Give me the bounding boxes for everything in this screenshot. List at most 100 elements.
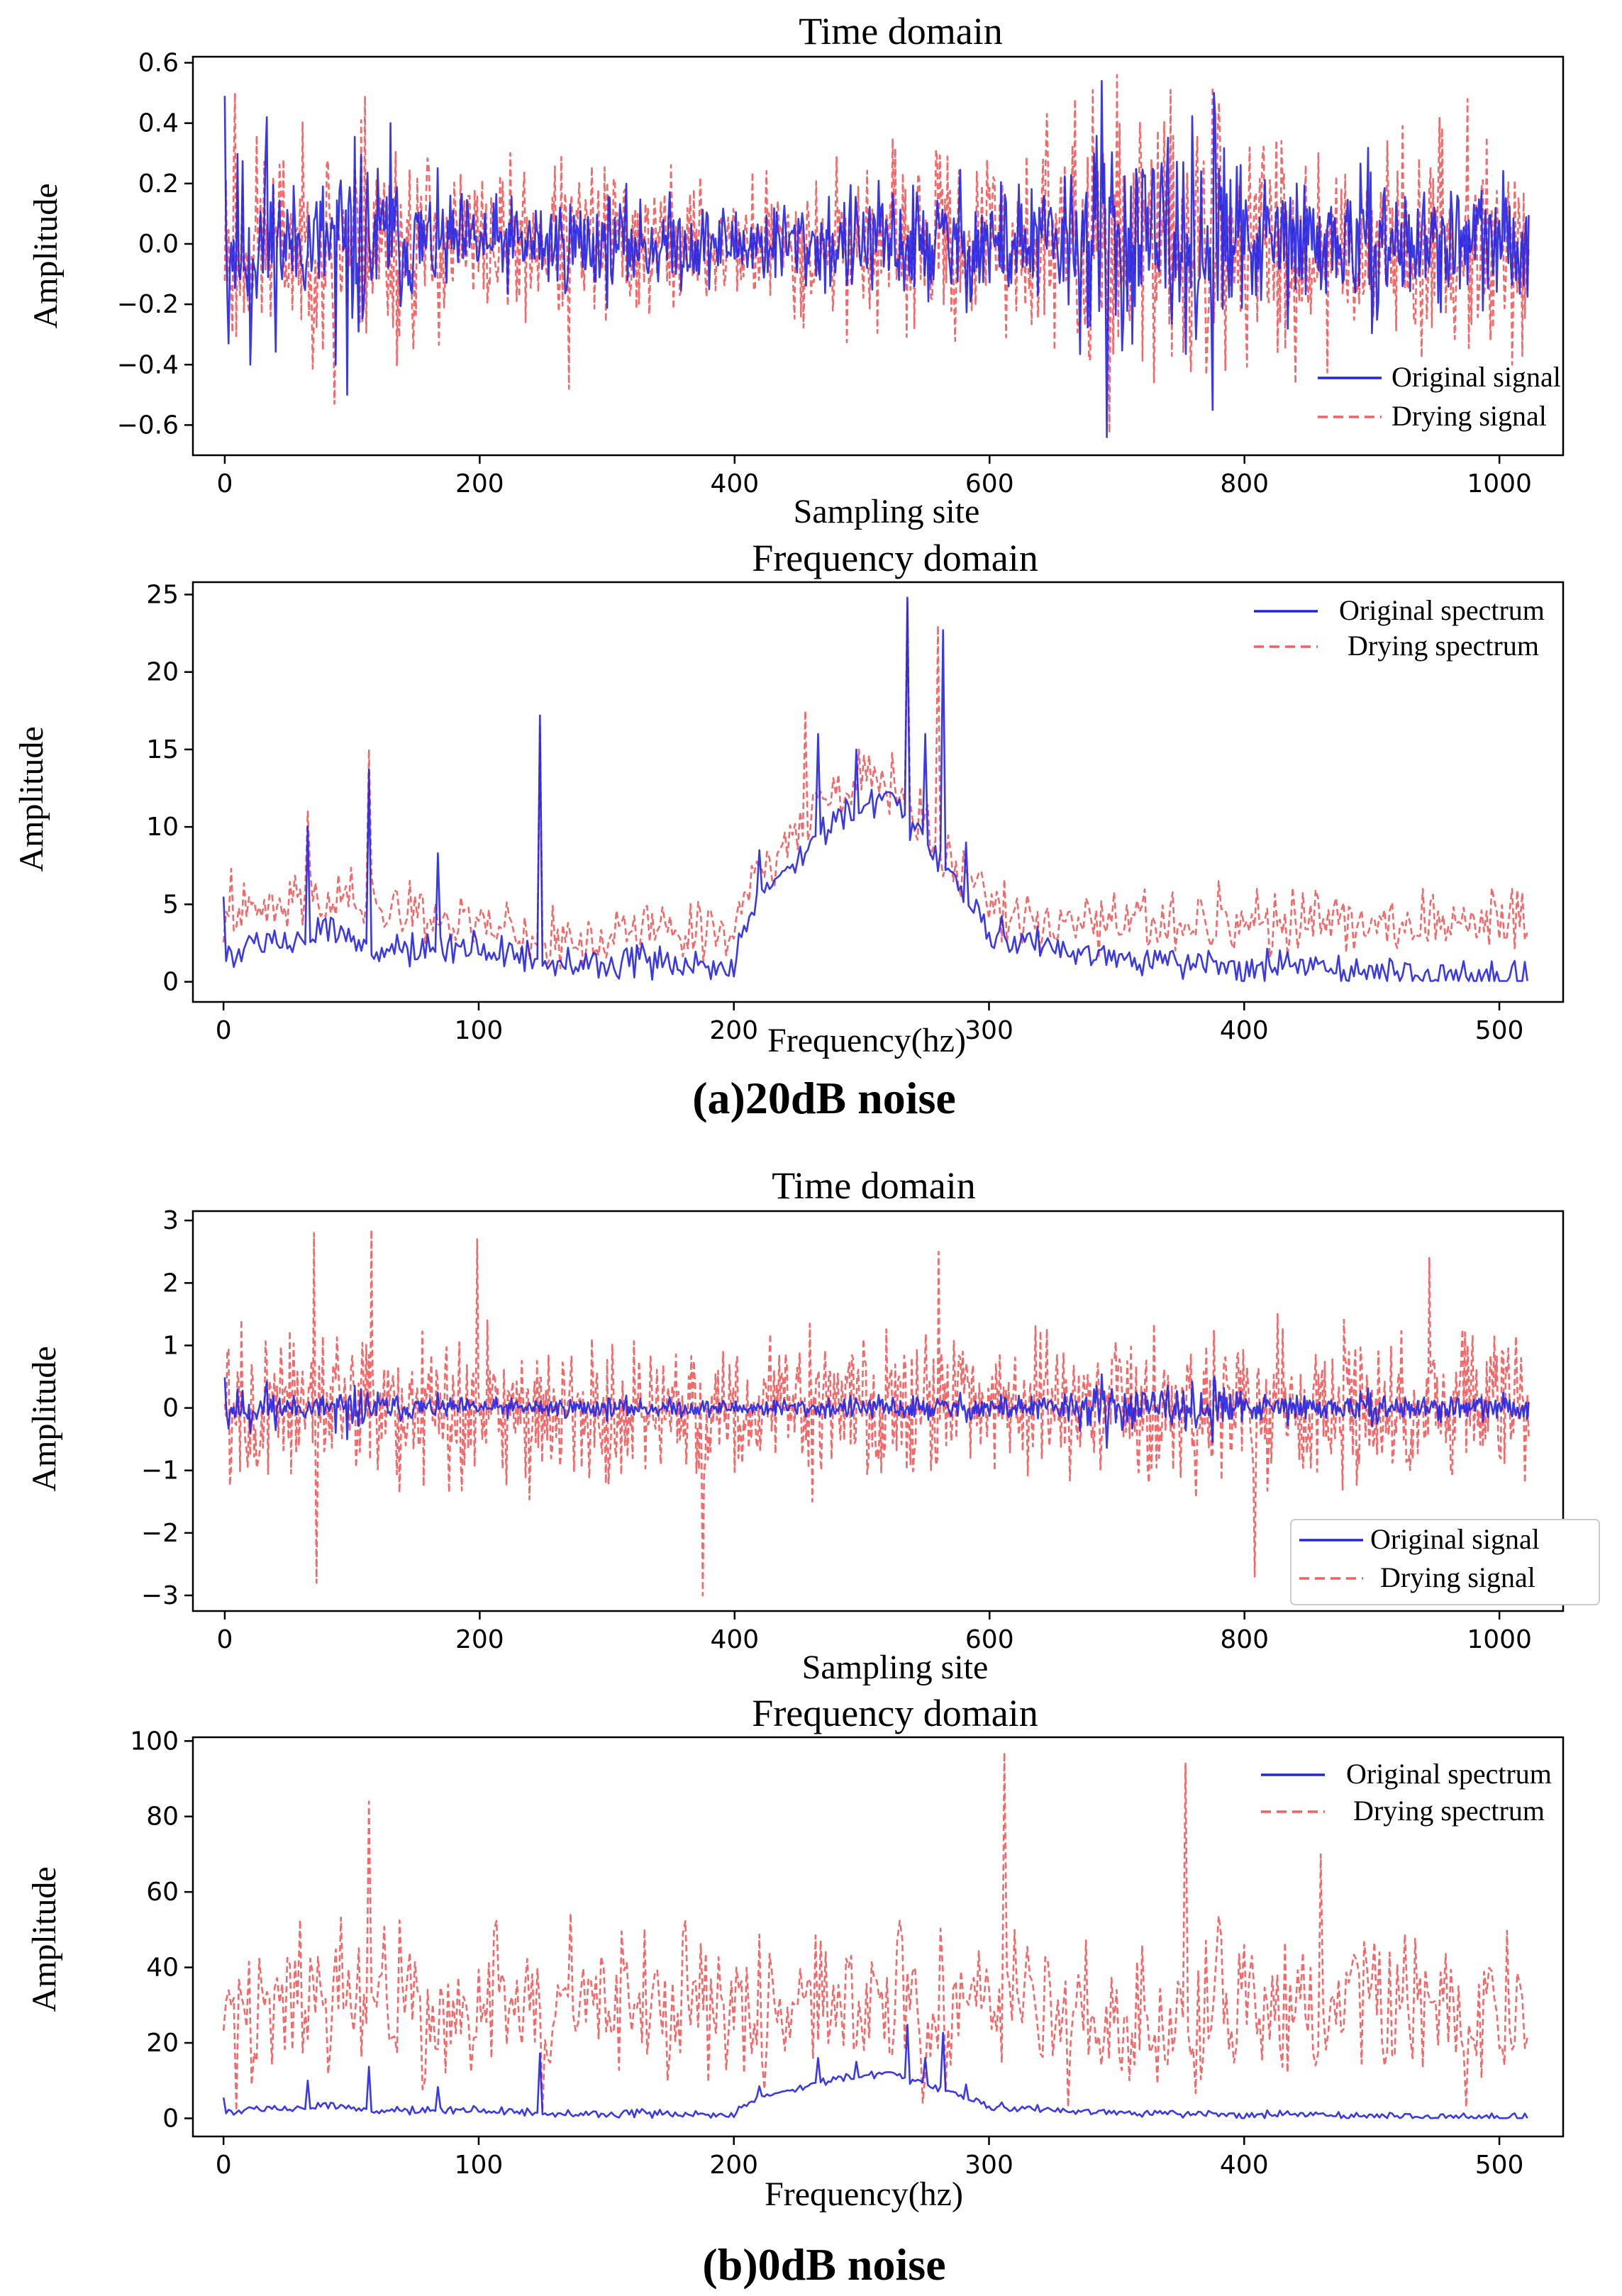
drying-spectrum-line <box>222 601 1528 969</box>
legend-label-drying-signal: Drying signal <box>1380 1561 1535 1593</box>
caption-a: (a)20dB noise <box>692 1073 956 1123</box>
x-tick-label: 800 <box>1220 1625 1269 1654</box>
legend-label-drying-signal: Drying signal <box>1392 400 1547 432</box>
drying-signal-line <box>223 1229 1530 1597</box>
y-tick-label: 0 <box>162 968 179 997</box>
drying-spectrum-line <box>222 1751 1528 2112</box>
x-tick-label: 800 <box>1220 469 1269 498</box>
y-tick-label: −3 <box>141 1581 179 1610</box>
x-tick-label: 200 <box>455 469 504 498</box>
legend-label-original-signal: Original signal <box>1392 361 1561 393</box>
x-tick-label: 0 <box>216 2151 232 2180</box>
x-tick-label: 200 <box>709 2151 758 2180</box>
legend-label-drying-spectrum: Drying spectrum <box>1348 630 1539 662</box>
chart-b-time-legend: Original signal Drying signal <box>1290 1519 1600 1605</box>
chart-b-freq: Frequency domain 0 100 200 300 400 500 0 20 40 60… <box>26 1692 1565 2213</box>
chart-a-time-frame <box>191 55 1565 457</box>
chart-a-freq-title: Frequency domain <box>752 537 1038 579</box>
legend-box <box>1290 1519 1600 1605</box>
original-spectrum-line <box>222 596 1528 982</box>
y-tick-label: 0.4 <box>138 109 179 138</box>
original-signal-line <box>223 1373 1530 1449</box>
x-tick-label: 200 <box>455 1625 504 1654</box>
chart-b-freq-ticks: 0 100 200 300 400 500 0 20 40 60 80 100 <box>130 1727 1523 2180</box>
y-tick-label: −0.4 <box>117 350 179 379</box>
x-tick-label: 0 <box>216 1625 233 1654</box>
chart-b-time-plot-area <box>223 1229 1530 1597</box>
chart-a-freq: Frequency domain 0 100 200 300 400 500 0 5 10 15 2… <box>13 537 1565 1059</box>
chart-a-time-legend: Original signal Drying signal <box>1318 361 1561 432</box>
y-tick-label: 0.6 <box>138 49 179 78</box>
drying-signal-line <box>223 74 1530 434</box>
y-tick-label: 25 <box>146 580 179 609</box>
y-tick-label: 100 <box>130 1727 179 1756</box>
x-tick-label: 100 <box>455 1016 504 1045</box>
x-tick-label: 400 <box>1220 2151 1269 2180</box>
y-tick-label: −1 <box>141 1456 179 1486</box>
x-tick-label: 400 <box>1220 1016 1269 1045</box>
chart-b-freq-ylabel: Amplitude <box>26 1866 63 2012</box>
legend-label-original-signal: Original signal <box>1370 1523 1540 1555</box>
y-tick-label: −0.6 <box>117 411 179 440</box>
x-tick-label: 500 <box>1475 1016 1524 1045</box>
chart-b-time-ticks: 0 200 400 600 800 1000 −3 −2 −1 0 1 2 3 <box>141 1206 1532 1654</box>
chart-b-time-xlabel: Sampling site <box>802 1649 989 1686</box>
chart-a-time-xlabel: Sampling site <box>794 493 980 530</box>
y-tick-label: 0.2 <box>138 169 179 199</box>
x-tick-label: 100 <box>455 2151 504 2180</box>
y-tick-label: 5 <box>162 890 179 919</box>
chart-a-time-ticks: 0 200 400 600 800 1000 −0.6 −0.4 −0.2 0.0 0.2 0.4 0.… <box>117 49 1532 498</box>
chart-a-freq-frame <box>191 581 1565 1003</box>
y-tick-label: 80 <box>146 1802 179 1832</box>
chart-b-time-frame <box>191 1210 1565 1612</box>
y-tick-label: −0.2 <box>117 290 179 319</box>
original-spectrum-line <box>222 2024 1528 2119</box>
x-tick-label: 300 <box>965 1016 1013 1045</box>
chart-b-time-title: Time domain <box>772 1164 976 1207</box>
chart-a-time: Time domain 0 200 400 600 800 1000 −0.6 −0.4 −0.… <box>27 10 1565 530</box>
y-tick-label: −2 <box>141 1519 179 1548</box>
y-tick-label: 2 <box>162 1269 179 1298</box>
chart-b-freq-title: Frequency domain <box>752 1692 1038 1734</box>
chart-b-freq-legend: Original spectrum Drying spectrum <box>1261 1758 1552 1827</box>
y-tick-label: 3 <box>162 1206 179 1235</box>
chart-a-freq-ylabel: Amplitude <box>13 726 50 871</box>
x-tick-label: 600 <box>965 469 1014 498</box>
x-tick-label: 1000 <box>1467 469 1532 498</box>
y-tick-label: 15 <box>146 735 179 764</box>
chart-b-freq-plot-area <box>222 1751 1528 2119</box>
y-tick-label: 0 <box>162 1394 179 1423</box>
x-tick-label: 1000 <box>1467 1625 1532 1654</box>
chart-a-freq-legend: Original spectrum Drying spectrum <box>1254 594 1545 662</box>
chart-a-time-plot-area <box>223 74 1530 438</box>
x-tick-label: 200 <box>709 1016 758 1045</box>
x-tick-label: 400 <box>710 1625 759 1654</box>
legend-label-original-spectrum: Original spectrum <box>1339 594 1545 626</box>
y-tick-label: 1 <box>162 1331 179 1360</box>
chart-a-freq-plot-area <box>222 596 1528 982</box>
y-tick-label: 40 <box>146 1954 179 1983</box>
y-tick-label: 60 <box>146 1878 179 1907</box>
y-tick-label: 10 <box>146 813 179 842</box>
y-tick-label: 20 <box>146 658 179 687</box>
x-tick-label: 0 <box>216 469 233 498</box>
caption-b: (b)0dB noise <box>702 2239 945 2290</box>
original-signal-line <box>223 79 1530 438</box>
chart-b-freq-frame <box>191 1736 1565 2138</box>
legend-label-original-spectrum: Original spectrum <box>1346 1758 1552 1790</box>
x-tick-label: 0 <box>216 1016 232 1045</box>
y-tick-label: 20 <box>146 2029 179 2058</box>
y-tick-label: 0.0 <box>138 230 179 259</box>
chart-a-time-title: Time domain <box>799 10 1003 52</box>
x-tick-label: 300 <box>965 2151 1013 2180</box>
x-tick-label: 400 <box>710 469 759 498</box>
chart-a-time-ylabel: Amplitude <box>27 183 65 328</box>
chart-b-time-ylabel: Amplitude <box>26 1346 63 1491</box>
x-tick-label: 500 <box>1475 2151 1524 2180</box>
chart-b-time: Time domain 0 200 400 600 800 1000−3−2−10123 … <box>26 1164 1600 1686</box>
chart-a-freq-ticks: 0 100 200 300 400 500 0 5 10 15 20 25 <box>146 580 1523 1045</box>
x-tick-label: 600 <box>965 1625 1014 1654</box>
chart-a-freq-xlabel: Frequency(hz) <box>767 1022 966 1059</box>
chart-b-freq-xlabel: Frequency(hz) <box>765 2175 963 2213</box>
